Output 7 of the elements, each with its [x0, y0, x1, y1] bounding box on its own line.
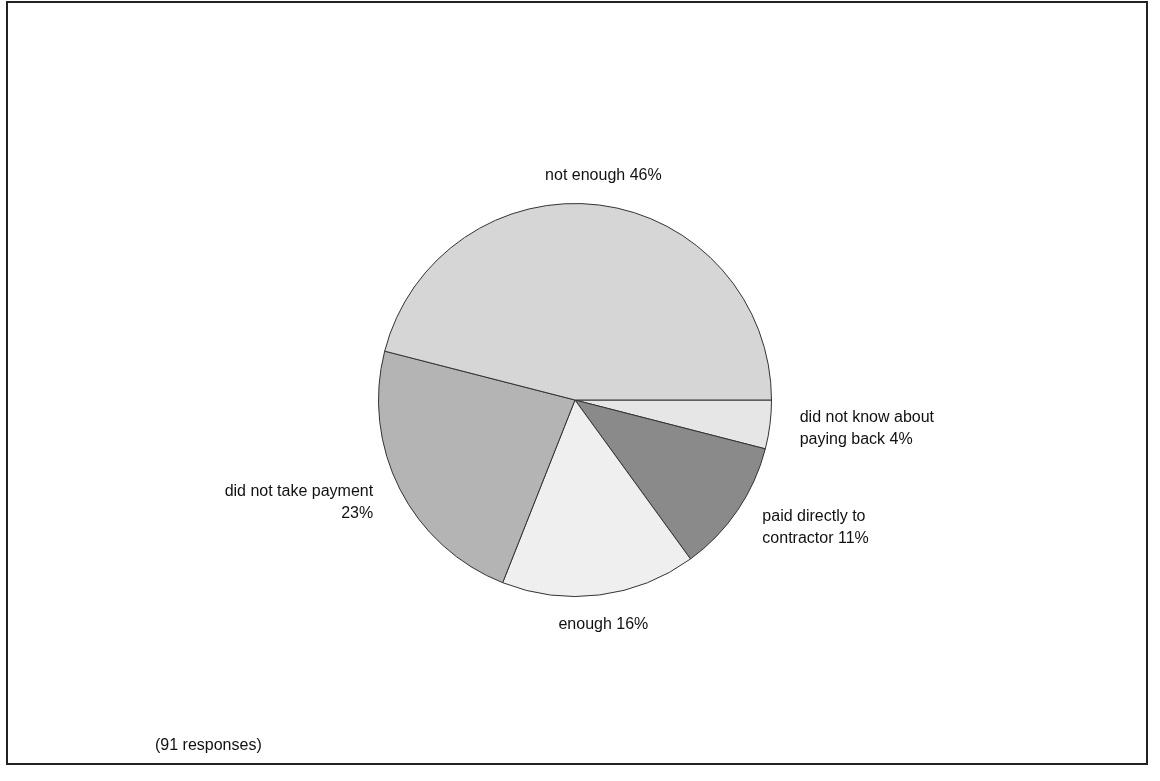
slice-label: did not take payment	[224, 482, 374, 500]
data-label: 23%	[341, 504, 374, 522]
slice-label: not enough 46%	[545, 165, 662, 183]
slice-label: paid directly to contractor 11%	[762, 506, 869, 546]
slice-label: enough 16%	[558, 615, 649, 633]
slice-label: did not know about paying back 4%	[799, 407, 935, 447]
text: (91 responses)	[155, 736, 262, 754]
